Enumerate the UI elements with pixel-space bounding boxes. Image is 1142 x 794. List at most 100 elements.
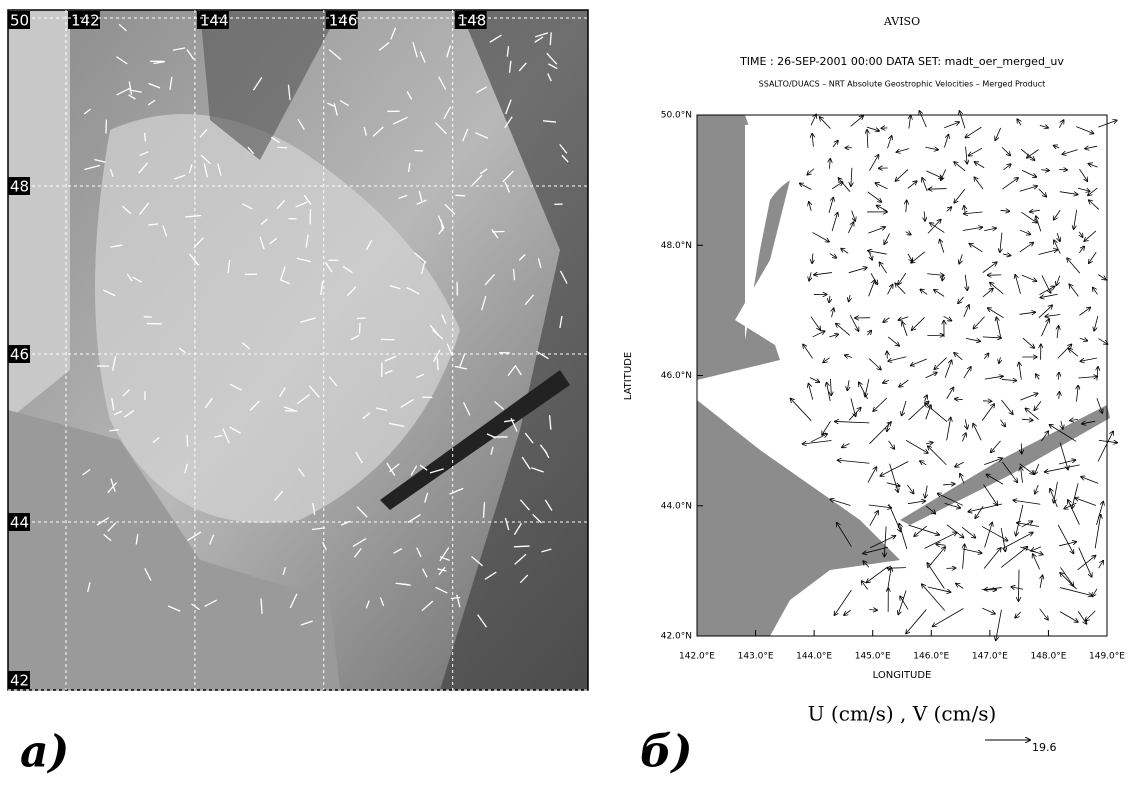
velocity-vector (829, 334, 838, 337)
velocity-vector (1076, 127, 1093, 134)
y-tick-label: 48 (10, 178, 29, 196)
velocity-vector (851, 168, 852, 186)
velocity-vector (1022, 212, 1037, 222)
velocity-vector (803, 440, 832, 444)
y-tick-label: 50.0°N (661, 111, 692, 121)
velocity-vector (455, 195, 465, 196)
velocity-vector (1025, 408, 1038, 419)
chart-title: AVISO (883, 15, 920, 28)
velocity-vector (959, 111, 965, 128)
velocity-vector (912, 317, 925, 330)
velocity-vector (1030, 210, 1040, 212)
velocity-vector (1022, 275, 1037, 281)
velocity-vector (827, 383, 831, 401)
scale-value: 19.6 (1032, 741, 1057, 754)
velocity-vector (969, 244, 982, 252)
velocity-vector (944, 122, 959, 128)
velocity-vector (1078, 556, 1096, 570)
velocity-vector (1058, 344, 1072, 358)
velocity-vector (889, 441, 895, 449)
velocity-vector (145, 133, 146, 141)
velocity-vector (898, 317, 908, 320)
velocity-vector (983, 262, 997, 272)
velocity-vector (813, 232, 830, 241)
y-tick-label: 50 (10, 12, 29, 30)
velocity-vector (867, 331, 871, 336)
velocity-vector (1001, 400, 1012, 414)
velocity-vector (966, 338, 980, 341)
velocity-vector (926, 442, 933, 443)
velocity-vector (928, 547, 946, 568)
velocity-vector (954, 353, 962, 360)
x-tick-label: 144.0°E (796, 652, 832, 662)
velocity-vector (899, 524, 907, 549)
velocity-vector (964, 212, 983, 214)
velocity-vector (965, 127, 981, 137)
velocity-vector (869, 422, 891, 444)
velocity-vector (908, 181, 917, 188)
velocity-vector (870, 253, 873, 260)
velocity-vector (1079, 169, 1087, 181)
velocity-vector (849, 408, 861, 421)
velocity-vector (1088, 164, 1097, 167)
velocity-vector (1054, 210, 1061, 220)
velocity-vector (832, 308, 834, 317)
y-tick-label: 42 (10, 672, 29, 690)
velocity-vector (927, 563, 944, 589)
velocity-vector (1059, 392, 1060, 399)
velocity-vector (1022, 419, 1033, 420)
velocity-vector (1027, 150, 1039, 158)
time-line: TIME : 26-SEP-2001 00:00 DATA SET: madt_… (739, 55, 1064, 68)
x-tick-label: 146 (329, 12, 358, 30)
velocity-vector (1040, 294, 1057, 297)
velocity-vector (869, 155, 878, 171)
velocity-vector (1098, 431, 1113, 461)
velocity-vector (928, 446, 947, 465)
velocity-vector (1045, 465, 1080, 472)
velocity-vector (962, 433, 966, 441)
velocity-vector (964, 367, 971, 378)
velocity-vector (982, 404, 994, 421)
velocity-vector (984, 228, 996, 231)
velocity-vector (956, 584, 963, 589)
velocity-vector (1094, 316, 1098, 331)
velocity-vector (877, 206, 887, 211)
velocity-vector (929, 189, 947, 190)
velocity-vector (927, 274, 944, 276)
velocity-vector (895, 283, 905, 294)
velocity-vector (985, 376, 1003, 379)
velocity-vector (888, 337, 899, 346)
velocity-vector (1088, 188, 1097, 195)
velocity-vector (1039, 189, 1047, 197)
velocity-vector (925, 486, 927, 498)
velocity-vector (838, 178, 850, 192)
velocity-vector (1098, 275, 1105, 280)
velocity-vector (900, 596, 908, 609)
velocity-vector (963, 227, 982, 230)
velocity-vector (808, 384, 812, 400)
y-tick-label: 46.0°N (661, 371, 692, 381)
velocity-vector (1058, 525, 1073, 553)
velocity-vector (844, 610, 851, 615)
velocity-vector (1040, 575, 1042, 588)
velocity-vector (982, 608, 995, 614)
velocity-vector (1074, 210, 1077, 229)
velocity-vector (988, 308, 1004, 318)
velocity-vector (926, 372, 937, 377)
velocity-vector (990, 283, 1003, 294)
velocity-vector (1054, 145, 1060, 147)
velocity-vector (1057, 233, 1060, 241)
velocity-vector (905, 232, 910, 235)
velocity-vector (965, 275, 967, 290)
velocity-vector (867, 127, 879, 131)
velocity-vector (955, 399, 963, 400)
velocity-vector (869, 505, 892, 508)
velocity-vector (1041, 170, 1049, 171)
velocity-vector (1068, 500, 1080, 525)
velocity-vector (958, 297, 964, 304)
velocity-vector (879, 262, 886, 273)
velocity-vector (868, 192, 882, 202)
velocity-vector (1020, 230, 1031, 234)
panel-label: а) (20, 727, 69, 778)
velocity-vector (947, 417, 951, 440)
